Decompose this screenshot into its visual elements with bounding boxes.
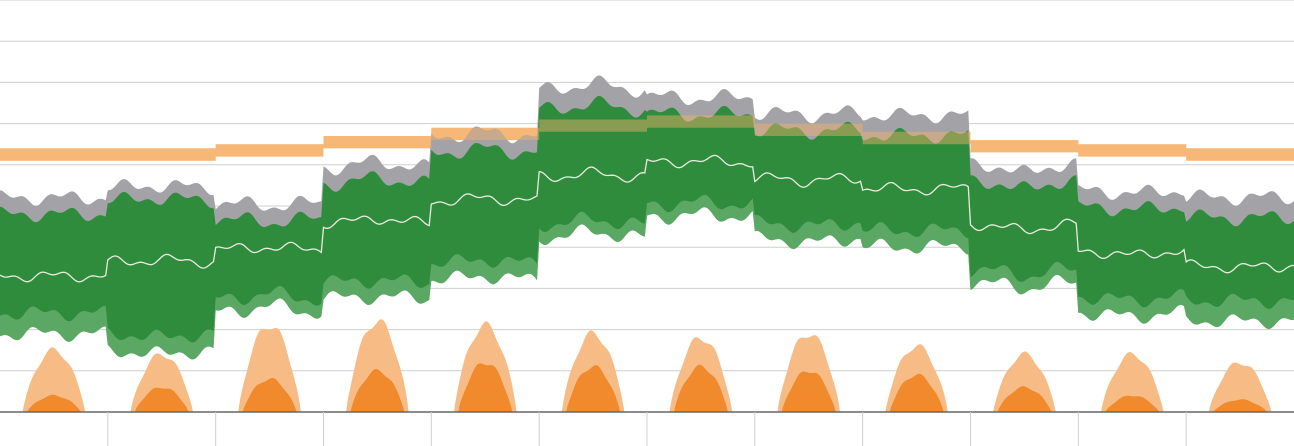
orange-range-band	[0, 115, 1294, 161]
precip-light-hump	[22, 347, 86, 412]
precip-dark-hump	[566, 365, 620, 412]
precip-dark-hump	[350, 368, 405, 412]
orange-band-overlay	[0, 115, 1294, 161]
precip-dark-hump	[781, 371, 836, 412]
precip-dark-hump	[997, 386, 1052, 412]
light-green-band	[0, 95, 1294, 360]
precip-dark-hump	[1105, 395, 1160, 412]
precip-dark-hump	[458, 363, 513, 412]
precipitation-areas	[22, 319, 1272, 412]
precip-dark-hump	[674, 364, 728, 412]
median-line	[0, 154, 1294, 283]
precip-dark-hump	[242, 378, 297, 412]
precip-dark-hump	[889, 373, 944, 412]
precip-dark-hump	[1213, 399, 1267, 412]
precip-light-hump	[1101, 352, 1164, 412]
temperature-areas	[0, 75, 1294, 360]
precip-dark-hump	[134, 387, 189, 412]
precip-dark-hump	[27, 394, 81, 412]
orange-band	[0, 115, 1294, 161]
precip-light-hump	[1208, 362, 1272, 412]
x-axis	[0, 411, 1294, 446]
dark-green-band	[0, 95, 1294, 343]
